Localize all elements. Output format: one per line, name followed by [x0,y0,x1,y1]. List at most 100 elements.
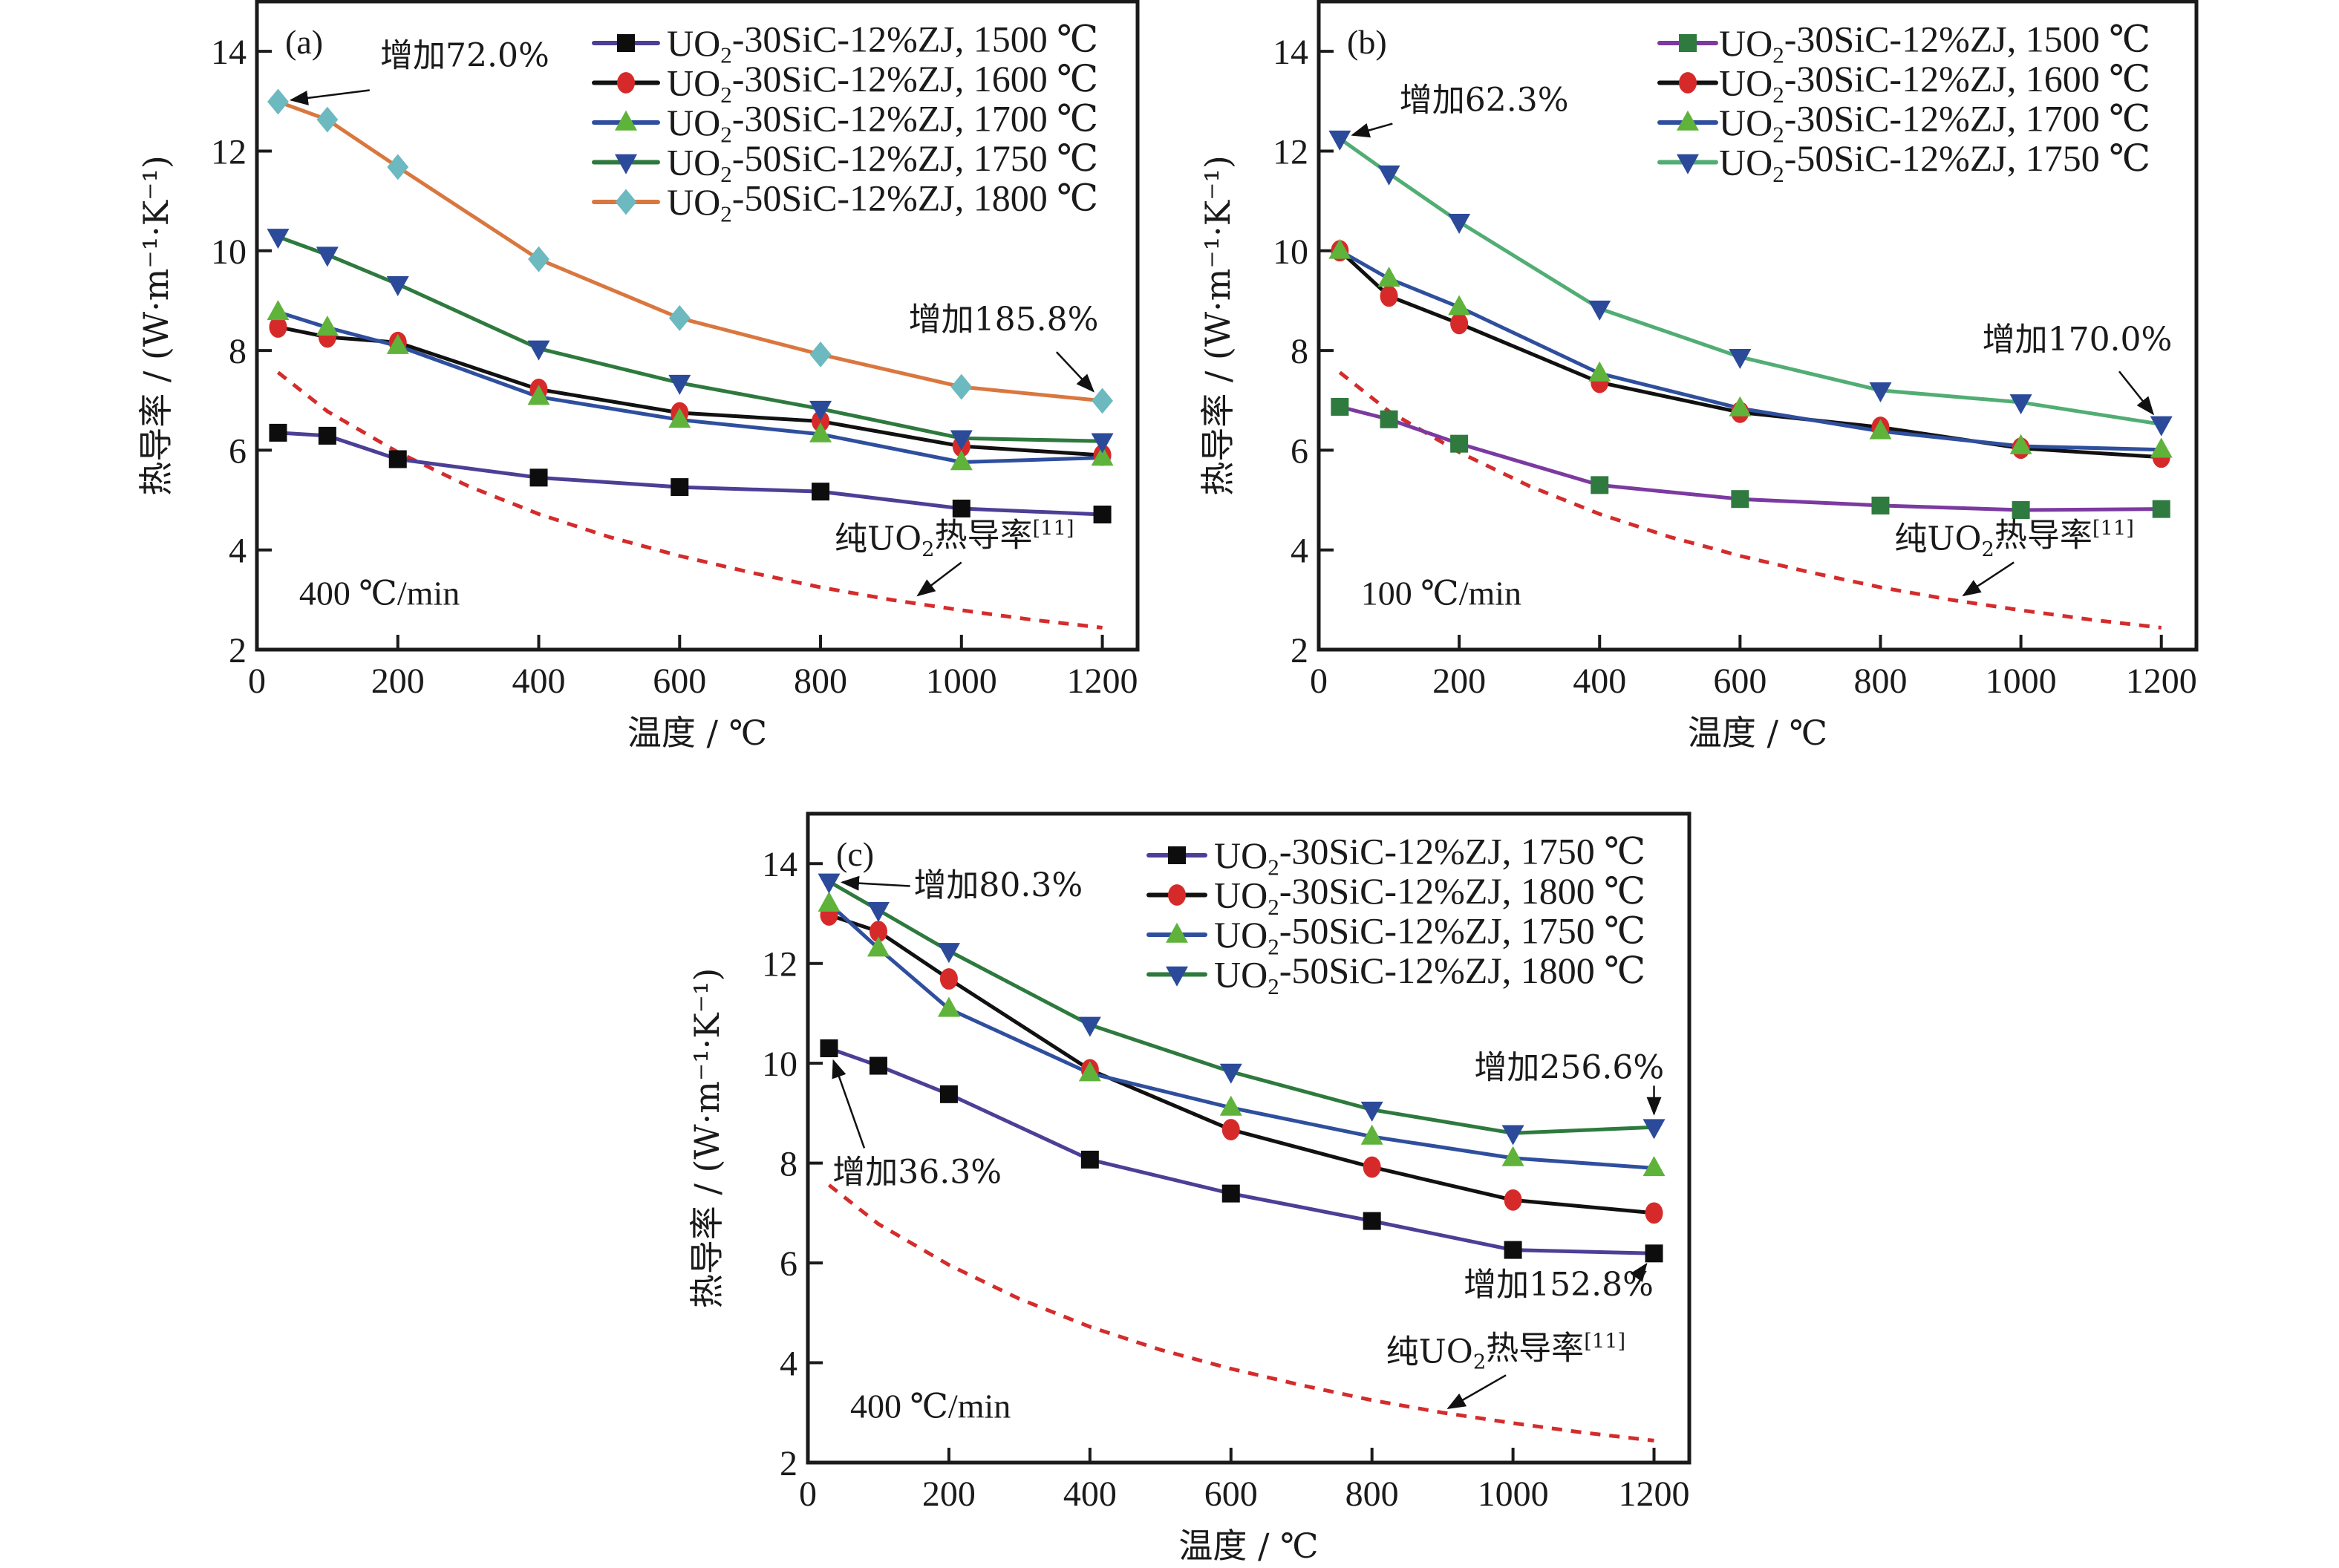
series-markers-2 [818,891,1666,1177]
data-point [820,1039,838,1057]
annotation: 纯UO2热导率[11] [1386,1330,1625,1410]
data-point [939,1085,958,1103]
y-tick-label: 10 [211,232,247,272]
data-point [1869,382,1892,402]
series-markers-0 [269,423,1112,524]
x-tick-label: 800 [1345,1474,1399,1514]
legend-entry-label: UO2-30SiC-12%ZJ, 1700 ℃ [1719,97,2150,147]
data-point [668,305,691,331]
annotation: 增加36.3% [832,1059,1002,1192]
x-tick-label: 400 [512,662,566,701]
series-markers-2 [267,300,1114,471]
data-point [1591,476,1609,494]
legend-entry-label: UO2-30SiC-12%ZJ, 1750 ℃ [1214,830,1645,880]
data-point [809,422,832,442]
annotation-arrow [840,875,910,891]
y-tick-label: 2 [780,1444,797,1483]
data-point [1221,1119,1240,1140]
data-point [937,996,960,1017]
x-tick-label: 1000 [926,662,997,701]
y-tick-label: 8 [780,1145,797,1184]
annotation-arrow [289,89,370,105]
chart-panel-a: 2 4 6 8 10 12 14 0 200 400 600 800 1000 1200 温度 / ℃ 热导率… [136,0,1140,753]
data-point [1642,1119,1666,1140]
series-markers-3 [818,873,1666,1146]
x-tick-label: 1000 [1478,1474,1549,1514]
data-point [527,385,550,405]
data-point [812,411,830,432]
data-point [950,450,973,471]
y-tick-label: 12 [1273,132,1308,172]
y-tick-label: 2 [1291,631,1308,670]
data-point [937,943,960,964]
legend-entry-label: UO2-30SiC-12%ZJ, 1700 ℃ [667,97,1098,147]
data-point [1219,1063,1242,1084]
data-point [1869,419,1892,440]
x-tick-label: 200 [922,1474,976,1514]
data-point [1360,1124,1383,1145]
reference-curve-label: 纯UO2热导率[11] [835,517,1074,561]
data-point [269,316,287,338]
x-tick-label: 1200 [2126,662,2197,701]
panel-label: (b) [1347,23,1387,61]
data-point [267,229,290,249]
y-tick-label: 6 [1291,431,1308,471]
series-line-0 [828,1046,1654,1255]
increase-annotation-label: 增加152.8% [1464,1266,1654,1304]
x-tick-label: 600 [1713,662,1767,701]
panel-label: (c) [836,835,874,873]
data-point [1504,1189,1522,1211]
x-axis-title: 温度 / ℃ [1178,1526,1318,1566]
legend-marker [617,72,635,94]
data-point [1363,1156,1381,1178]
y-tick-label: 8 [1291,332,1308,371]
x-tick-label: 600 [1204,1474,1258,1514]
annotation: 增加62.3% [1351,82,1569,138]
data-point [1380,285,1398,307]
reference-curve-label: 纯UO2热导率[11] [1894,517,2134,561]
series-line-1 [828,913,1654,1215]
chart-panel-c: 2 4 6 8 10 12 14 0 200 400 600 800 1000 1200 温度 / ℃ 热导率… [687,811,1692,1566]
data-point [1448,295,1471,316]
x-tick-label: 0 [799,1474,817,1514]
series-markers-2 [1328,238,2173,458]
increase-annotation-label: 增加256.6% [1474,1048,1664,1086]
x-tick-label: 1000 [1986,662,2057,701]
annotation-arrow [1962,561,2015,597]
data-point [1363,1212,1381,1230]
x-axis-title: 温度 / ℃ [1688,713,1827,753]
y-axis-title: 热导率 / (W·m⁻¹·K⁻¹) [136,155,176,496]
data-point [387,154,409,180]
legend-entry-label: UO2-50SiC-12%ZJ, 1750 ℃ [1719,137,2150,187]
data-point [2012,500,2030,519]
data-point [386,275,409,296]
x-tick-label: 0 [248,662,266,701]
data-point [668,408,691,428]
data-point [809,400,832,421]
plot-frame [1317,0,2199,652]
data-point [869,1056,887,1075]
y-tick-label: 6 [229,431,247,471]
x-axis-title: 温度 / ℃ [627,713,767,753]
y-tick-label: 14 [1273,33,1308,72]
series-line-2 [1339,249,2162,452]
legend-entry-label: UO2-30SiC-12%ZJ, 1800 ℃ [1214,870,1645,920]
y-tick-label: 4 [780,1345,797,1384]
data-point [527,340,550,361]
annotation: 增加152.8% [1464,1262,1654,1304]
data-point [1448,214,1471,235]
data-point [867,936,890,957]
legend-entry-label: UO2-30SiC-12%ZJ, 1600 ℃ [1719,58,2150,108]
data-point [2150,437,2173,458]
increase-annotation-label: 增加170.0% [1983,321,2173,359]
data-point [1450,434,1469,453]
annotation: 增加170.0% [1983,321,2173,416]
data-point [812,483,830,501]
data-point [818,891,841,912]
heating-rate-label: 100 ℃/min [1361,575,1521,612]
data-point [950,430,973,451]
series-markers-4 [267,88,1113,414]
x-tick-label: 600 [653,662,706,701]
y-axis-title: 热导率 / (W·m⁻¹·K⁻¹) [687,968,727,1309]
data-point [1328,238,1351,259]
